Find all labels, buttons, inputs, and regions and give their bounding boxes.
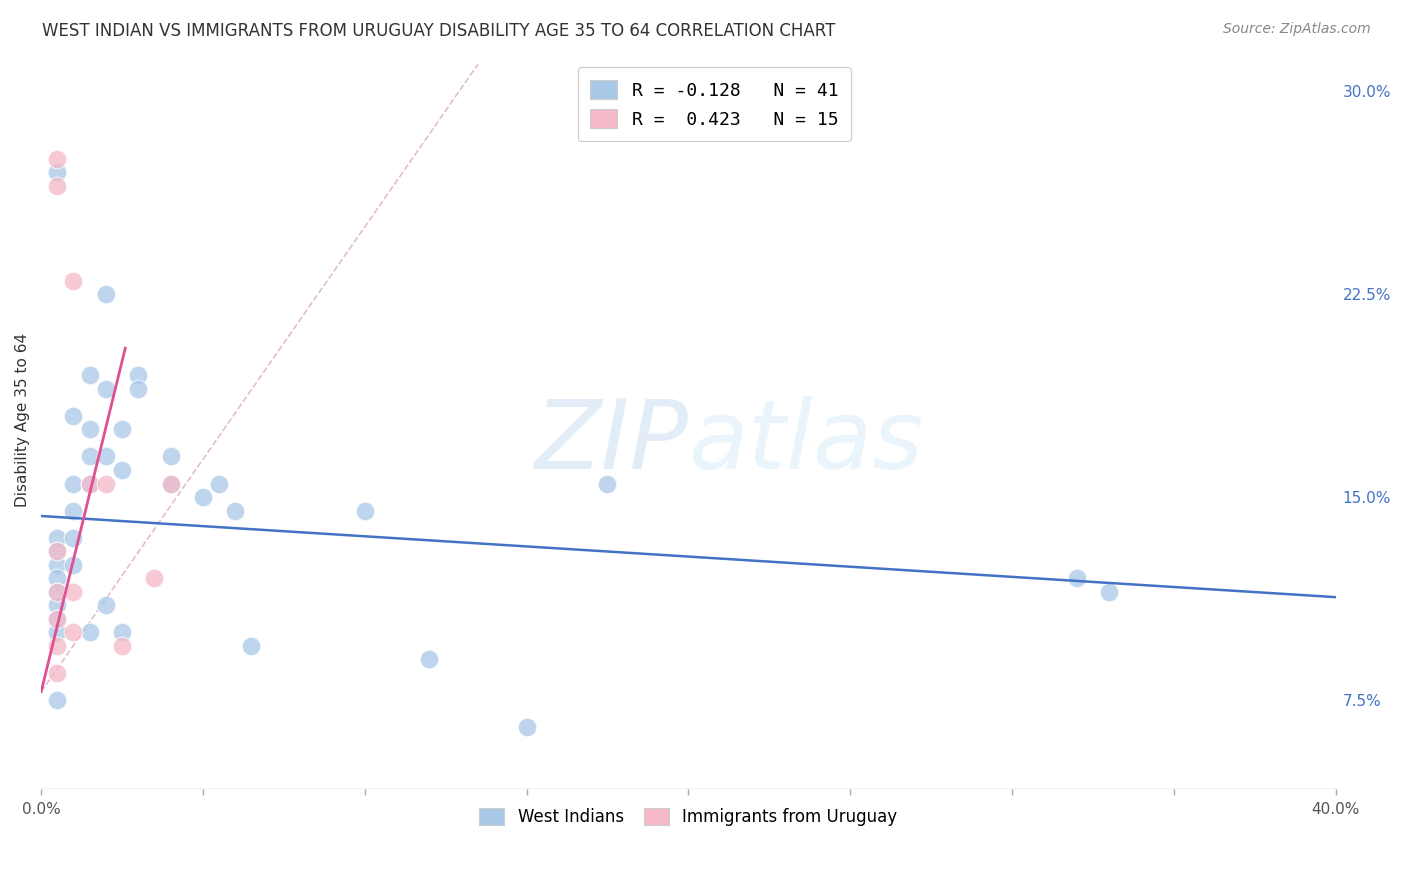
Point — [62, 584, 84, 599]
Point — [515, 720, 537, 734]
Point — [94, 450, 117, 464]
Point — [596, 476, 619, 491]
Point — [208, 476, 231, 491]
Point — [62, 625, 84, 640]
Point — [62, 409, 84, 423]
Point — [79, 368, 101, 383]
Point — [159, 476, 181, 491]
Point — [111, 625, 134, 640]
Point — [62, 274, 84, 288]
Point — [46, 584, 69, 599]
Point — [62, 503, 84, 517]
Point — [46, 665, 69, 680]
Point — [191, 490, 214, 504]
Point — [240, 639, 263, 653]
Point — [46, 544, 69, 558]
Point — [353, 503, 375, 517]
Point — [159, 450, 181, 464]
Point — [79, 422, 101, 436]
Point — [143, 571, 166, 585]
Point — [46, 612, 69, 626]
Text: WEST INDIAN VS IMMIGRANTS FROM URUGUAY DISABILITY AGE 35 TO 64 CORRELATION CHART: WEST INDIAN VS IMMIGRANTS FROM URUGUAY D… — [42, 22, 835, 40]
Point — [224, 503, 246, 517]
Point — [62, 558, 84, 572]
Point — [79, 450, 101, 464]
Point — [79, 476, 101, 491]
Point — [94, 476, 117, 491]
Point — [46, 165, 69, 179]
Point — [79, 625, 101, 640]
Legend: West Indians, Immigrants from Uruguay: West Indians, Immigrants from Uruguay — [470, 798, 907, 837]
Point — [46, 612, 69, 626]
Point — [1098, 584, 1121, 599]
Point — [46, 599, 69, 613]
Text: Source: ZipAtlas.com: Source: ZipAtlas.com — [1223, 22, 1371, 37]
Point — [46, 584, 69, 599]
Text: ZIP: ZIP — [534, 396, 689, 489]
Point — [94, 599, 117, 613]
Point — [46, 531, 69, 545]
Point — [94, 287, 117, 301]
Point — [46, 544, 69, 558]
Point — [46, 178, 69, 193]
Point — [111, 463, 134, 477]
Point — [79, 476, 101, 491]
Point — [46, 558, 69, 572]
Point — [94, 382, 117, 396]
Point — [46, 639, 69, 653]
Point — [127, 368, 149, 383]
Point — [46, 625, 69, 640]
Point — [1066, 571, 1088, 585]
Text: atlas: atlas — [689, 396, 924, 489]
Point — [46, 693, 69, 707]
Point — [111, 639, 134, 653]
Point — [159, 476, 181, 491]
Point — [46, 152, 69, 166]
Point — [62, 476, 84, 491]
Point — [46, 571, 69, 585]
Y-axis label: Disability Age 35 to 64: Disability Age 35 to 64 — [15, 333, 30, 507]
Point — [62, 531, 84, 545]
Point — [418, 652, 440, 666]
Point — [111, 422, 134, 436]
Point — [127, 382, 149, 396]
